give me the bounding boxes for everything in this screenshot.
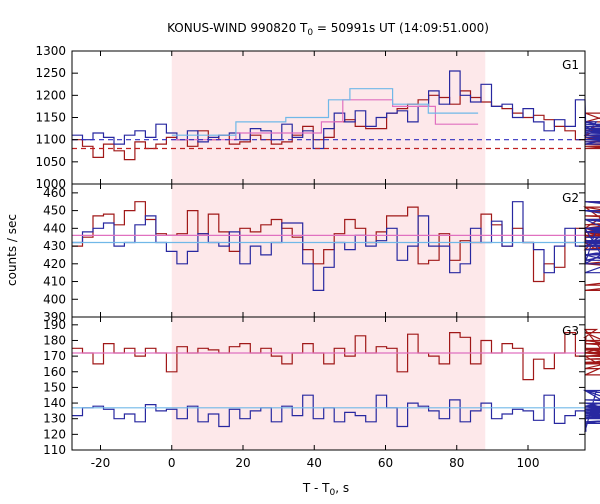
y-tick-label: 150 xyxy=(43,380,66,394)
x-tick-label: 40 xyxy=(307,456,322,470)
y-tick-label: 1000 xyxy=(35,177,66,191)
y-tick-label: 1150 xyxy=(35,111,66,125)
series-lightblue-g1 xyxy=(171,88,479,136)
panel-frame xyxy=(71,316,586,451)
y-tick-label: 160 xyxy=(43,365,66,379)
y-tick-label: 170 xyxy=(43,349,66,363)
highlight-interval xyxy=(171,317,486,450)
chart-title: KONUS-WIND 990820 T0 = 50991s UT (14:09:… xyxy=(167,21,489,38)
panel-label: G1 xyxy=(562,58,579,72)
y-tick-label: 180 xyxy=(43,333,66,347)
y-tick-label: 1300 xyxy=(35,44,66,58)
series-blue-g1 xyxy=(72,70,600,150)
x-tick-label: 60 xyxy=(378,456,393,470)
x-tick-label: 100 xyxy=(517,456,540,470)
y-axis-label: counts / sec xyxy=(5,214,19,286)
y-tick-label: 420 xyxy=(43,257,66,271)
y-tick-label: 1100 xyxy=(35,133,66,147)
y-tick-label: 190 xyxy=(43,318,66,332)
x-tick-label: 20 xyxy=(235,456,250,470)
y-tick-label: 410 xyxy=(43,275,66,289)
panel-label: G3 xyxy=(562,324,579,338)
y-tick-label: 140 xyxy=(43,396,66,410)
panels: 1000105011001150120012501300G13904004104… xyxy=(35,44,600,470)
y-tick-label: 130 xyxy=(43,412,66,426)
y-tick-label: 460 xyxy=(43,186,66,200)
panel-g2: 390 400 410 420 430 440 450 460 G2 xyxy=(43,183,600,324)
x-tick-label: -20 xyxy=(91,456,111,470)
series-blue-g3 xyxy=(72,389,600,432)
y-tick-label: 450 xyxy=(43,204,66,218)
panel-g1: 1000 1050 1100 1150 1200 1250 1300 G1 xyxy=(35,44,600,191)
y-tick-label: 1250 xyxy=(35,66,66,80)
y-tick-label: 1050 xyxy=(35,155,66,169)
y-tick-label: 440 xyxy=(43,221,66,235)
x-axis-label: T - T0, s xyxy=(302,481,349,498)
highlight-interval xyxy=(171,184,486,317)
panel-label: G2 xyxy=(562,191,579,205)
y-tick-label: 120 xyxy=(43,427,66,441)
x-tick-label: 0 xyxy=(168,456,176,470)
y-tick-label: 1200 xyxy=(35,88,66,102)
x-tick-label: 80 xyxy=(449,456,464,470)
y-tick-label: 400 xyxy=(43,292,66,306)
y-tick-label: 390 xyxy=(43,310,66,324)
y-tick-label: 430 xyxy=(43,239,66,253)
y-tick-label: 110 xyxy=(43,443,66,457)
